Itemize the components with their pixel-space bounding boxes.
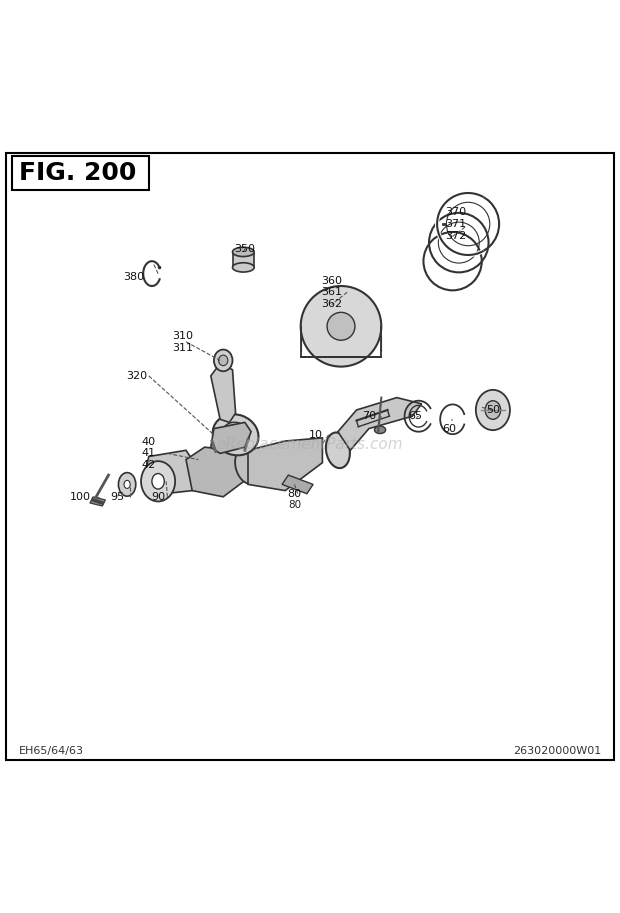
- Ellipse shape: [141, 461, 175, 501]
- Ellipse shape: [159, 458, 182, 491]
- Ellipse shape: [118, 473, 136, 496]
- Polygon shape: [282, 475, 313, 494]
- Ellipse shape: [235, 447, 261, 484]
- Text: FIG. 200: FIG. 200: [19, 162, 136, 185]
- Ellipse shape: [152, 474, 164, 489]
- Text: 90: 90: [151, 492, 165, 502]
- Polygon shape: [186, 447, 248, 497]
- Ellipse shape: [124, 480, 130, 488]
- Text: 80: 80: [288, 488, 301, 498]
- Text: 310
311: 310 311: [172, 331, 193, 352]
- Text: 350: 350: [234, 244, 255, 254]
- Ellipse shape: [326, 433, 350, 468]
- Ellipse shape: [327, 312, 355, 341]
- Polygon shape: [248, 438, 322, 490]
- Text: 263020000W01: 263020000W01: [513, 746, 601, 756]
- Ellipse shape: [232, 247, 254, 257]
- Ellipse shape: [214, 350, 232, 372]
- Polygon shape: [211, 423, 251, 454]
- Text: 380: 380: [123, 272, 144, 282]
- Text: 70: 70: [362, 411, 376, 421]
- Polygon shape: [232, 252, 254, 268]
- Ellipse shape: [301, 286, 381, 367]
- Text: 100: 100: [70, 492, 91, 502]
- Text: 370
371
372: 370 371 372: [445, 207, 466, 241]
- Text: 10: 10: [309, 430, 323, 440]
- Text: 320: 320: [126, 371, 147, 381]
- Text: 360
361
362: 360 361 362: [321, 276, 342, 309]
- Bar: [12, 156, 149, 190]
- Polygon shape: [338, 397, 422, 450]
- Text: 40
41
42: 40 41 42: [142, 436, 156, 470]
- Ellipse shape: [213, 415, 259, 456]
- Ellipse shape: [485, 401, 501, 419]
- Ellipse shape: [222, 422, 249, 447]
- Text: 60: 60: [443, 424, 456, 434]
- Polygon shape: [90, 497, 105, 506]
- Text: eReplacementParts.com: eReplacementParts.com: [216, 436, 404, 452]
- Ellipse shape: [374, 426, 386, 434]
- Polygon shape: [211, 363, 236, 423]
- Text: 95: 95: [111, 492, 125, 502]
- Polygon shape: [143, 450, 198, 494]
- Ellipse shape: [232, 263, 254, 272]
- Text: 50: 50: [486, 405, 500, 415]
- Text: 80: 80: [288, 500, 301, 509]
- Text: EH65/64/63: EH65/64/63: [19, 746, 84, 756]
- Ellipse shape: [162, 463, 179, 487]
- Ellipse shape: [476, 390, 510, 430]
- Ellipse shape: [218, 355, 228, 366]
- Text: 65: 65: [409, 411, 422, 421]
